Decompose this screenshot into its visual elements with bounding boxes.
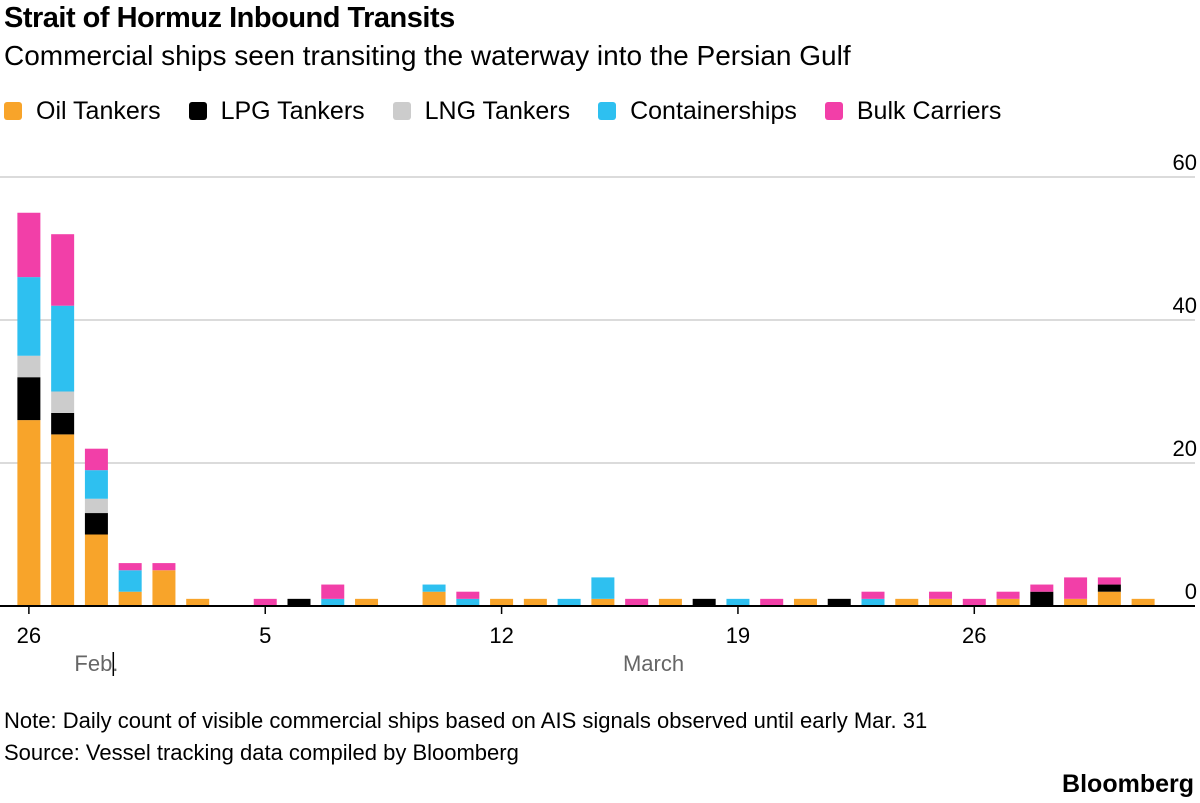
bar-segment xyxy=(51,234,75,306)
legend-label: LNG Tankers xyxy=(424,96,571,125)
bar-segment xyxy=(1030,591,1054,606)
bar-segment xyxy=(456,598,480,606)
bar-segment xyxy=(422,584,446,592)
x-tick-label: 19 xyxy=(726,623,750,648)
bar-segment xyxy=(1131,598,1155,606)
legend-swatch xyxy=(4,102,22,120)
legend-swatch xyxy=(392,102,411,120)
legend-label: Oil Tankers xyxy=(36,96,161,125)
bar-segment xyxy=(591,577,615,599)
bar-segment xyxy=(1097,591,1121,606)
bar-segment xyxy=(456,591,480,599)
bar-segment xyxy=(1097,577,1121,585)
legend: Oil Tankers LPG Tankers LNG Tankers Cont… xyxy=(4,96,1029,126)
bar-segment xyxy=(186,598,210,606)
bar-segment xyxy=(84,448,108,471)
chart-source: Source: Vessel tracking data compiled by… xyxy=(4,740,519,765)
bar-segment xyxy=(962,598,986,606)
bar-segment xyxy=(793,598,817,606)
legend-label: Bulk Carriers xyxy=(856,96,1002,125)
bar-segment xyxy=(51,434,75,606)
bar-segment xyxy=(253,598,277,606)
bloomberg-logo: Bloomberg xyxy=(1062,770,1194,798)
bar-segment xyxy=(996,598,1020,606)
bar-segment xyxy=(287,598,311,606)
bar-segment xyxy=(658,598,682,606)
bar-segment xyxy=(152,563,176,571)
bar-segment xyxy=(17,377,41,421)
bar-segment xyxy=(84,470,108,499)
bar-segment xyxy=(895,598,919,606)
bar-segment xyxy=(557,598,581,606)
chart-title: Strait of Hormuz Inbound Transits xyxy=(4,2,455,34)
bar-segment xyxy=(929,598,953,606)
bar-segment xyxy=(84,513,108,535)
bar-segment xyxy=(996,591,1020,599)
legend-swatch xyxy=(824,102,843,120)
x-tick-label: 5 xyxy=(259,623,271,648)
y-tick-label: 40 xyxy=(1173,293,1197,318)
x-tick-label: 26 xyxy=(17,623,41,648)
bar-segment xyxy=(1097,584,1121,592)
bar-segment xyxy=(1064,598,1088,606)
bar-segment xyxy=(1030,584,1054,592)
y-tick-label: 0 xyxy=(1185,579,1197,604)
legend-label: LPG Tankers xyxy=(220,96,365,125)
bar-segment xyxy=(118,591,142,606)
bar-segment xyxy=(692,598,716,606)
legend-item-bulk-carriers: Bulk Carriers xyxy=(824,96,1002,126)
bar-segment xyxy=(827,598,851,606)
x-tick-label: 12 xyxy=(489,623,513,648)
legend-swatch xyxy=(598,102,617,120)
bar-segment xyxy=(17,420,41,606)
bar-segment xyxy=(118,563,142,571)
bar-segment xyxy=(51,412,75,435)
bar-segment xyxy=(51,305,75,392)
month-label: March xyxy=(623,651,684,676)
bar-segment xyxy=(861,598,885,606)
month-label: Feb. xyxy=(74,651,118,676)
bar-segment xyxy=(152,570,176,606)
legend-item-lpg-tankers: LPG Tankers xyxy=(188,96,365,126)
bar-segment xyxy=(861,591,885,599)
bar-segment xyxy=(84,534,108,606)
bar-segment xyxy=(490,598,514,606)
legend-swatch xyxy=(188,102,207,120)
bar-segment xyxy=(625,598,649,606)
bar-segment xyxy=(17,355,41,378)
bar-segment xyxy=(84,498,108,514)
x-tick-label: 26 xyxy=(962,623,986,648)
bar-segment xyxy=(355,598,379,606)
stacked-bar-chart: 0 20 40 60 26 5 12 19 26 Feb. March xyxy=(0,150,1197,676)
legend-item-containerships: Containerships xyxy=(598,97,797,126)
bar-segment xyxy=(321,598,345,606)
bar-segment xyxy=(760,598,784,606)
chart-subtitle: Commercial ships seen transiting the wat… xyxy=(4,40,851,71)
bar-segment xyxy=(17,212,41,278)
bar-segment xyxy=(17,277,41,356)
bar-segment xyxy=(321,584,345,599)
bar-segment xyxy=(523,598,547,606)
bar-segment xyxy=(118,570,142,592)
y-tick-label: 60 xyxy=(1173,150,1197,175)
bar-segment xyxy=(1064,577,1088,599)
legend-label: Containerships xyxy=(630,96,797,125)
bar-segment xyxy=(929,591,953,599)
bar-segment xyxy=(591,598,615,606)
chart-note: Note: Daily count of visible commercial … xyxy=(4,708,928,733)
y-tick-label: 20 xyxy=(1173,436,1197,461)
bar-segment xyxy=(726,598,750,606)
bar-segment xyxy=(51,391,75,413)
legend-item-oil-tankers: Oil Tankers xyxy=(4,97,161,126)
legend-item-lng-tankers: LNG Tankers xyxy=(392,96,571,126)
bar-segment xyxy=(422,591,446,606)
